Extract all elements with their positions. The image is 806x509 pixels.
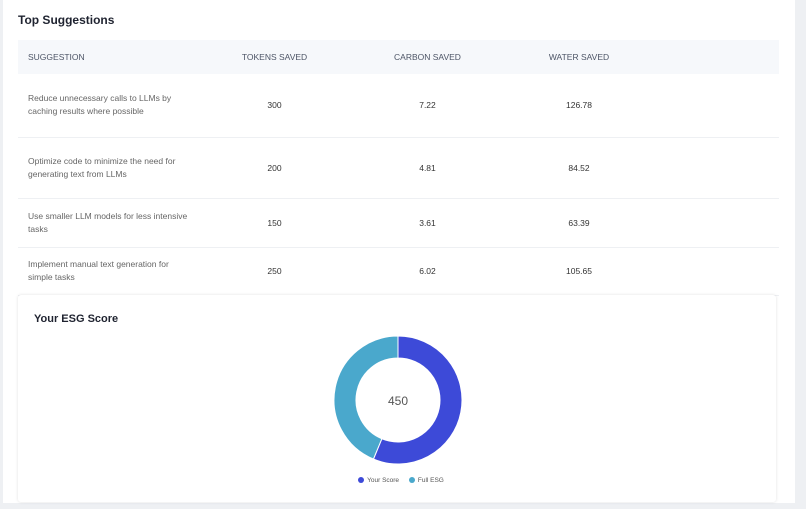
suggestions-table: SUGGESTION TOKENS SAVED CARBON SAVED WAT…: [18, 40, 779, 296]
legend-dot-full-esg: [408, 477, 415, 484]
water-value: 105.65: [504, 247, 654, 296]
suggestion-text: Use smaller LLM models for less intensiv…: [18, 198, 198, 248]
legend-your-score[interactable]: Your Score: [367, 477, 400, 484]
esg-score-card: Your ESG Score 450 Your Score Full ESG: [18, 295, 776, 502]
table-row: Reduce unnecessary calls to LLMs by cach…: [18, 74, 779, 138]
table-row: Optimize code to minimize the need for g…: [18, 137, 779, 199]
col-tokens: TOKENS SAVED: [198, 40, 351, 74]
carbon-value: 4.81: [351, 137, 504, 199]
carbon-value: 6.02: [351, 247, 504, 296]
suggestion-text: Optimize code to minimize the need for g…: [18, 137, 198, 199]
tokens-value: 150: [198, 198, 351, 248]
tokens-value: 250: [198, 247, 351, 296]
section-title: Top Suggestions: [18, 13, 115, 27]
tokens-value: 300: [198, 74, 351, 138]
table-row: Use smaller LLM models for less intensiv…: [18, 198, 779, 248]
col-water: WATER SAVED: [504, 40, 654, 74]
esg-donut-chart: 450: [333, 335, 463, 465]
col-suggestion: SUGGESTION: [18, 40, 198, 74]
chart-legend: Your Score Full ESG: [18, 477, 776, 484]
suggestion-text: Reduce unnecessary calls to LLMs by cach…: [18, 74, 198, 138]
esg-title: Your ESG Score: [34, 313, 119, 325]
tokens-value: 200: [198, 137, 351, 199]
donut-slice-your-score[interactable]: [372, 335, 463, 465]
suggestion-text: Implement manual text generation for sim…: [18, 247, 198, 296]
water-value: 84.52: [504, 137, 654, 199]
table-row: Implement manual text generation for sim…: [18, 247, 779, 296]
donut-slice-full-esg[interactable]: [333, 335, 399, 460]
carbon-value: 7.22: [351, 74, 504, 138]
col-carbon: CARBON SAVED: [351, 40, 504, 74]
water-value: 63.39: [504, 198, 654, 248]
legend-dot-your-score: [358, 477, 365, 484]
water-value: 126.78: [504, 74, 654, 138]
carbon-value: 3.61: [351, 198, 504, 248]
legend-full-esg[interactable]: Full ESG: [417, 477, 444, 484]
donut-center-label: 450: [388, 394, 408, 408]
